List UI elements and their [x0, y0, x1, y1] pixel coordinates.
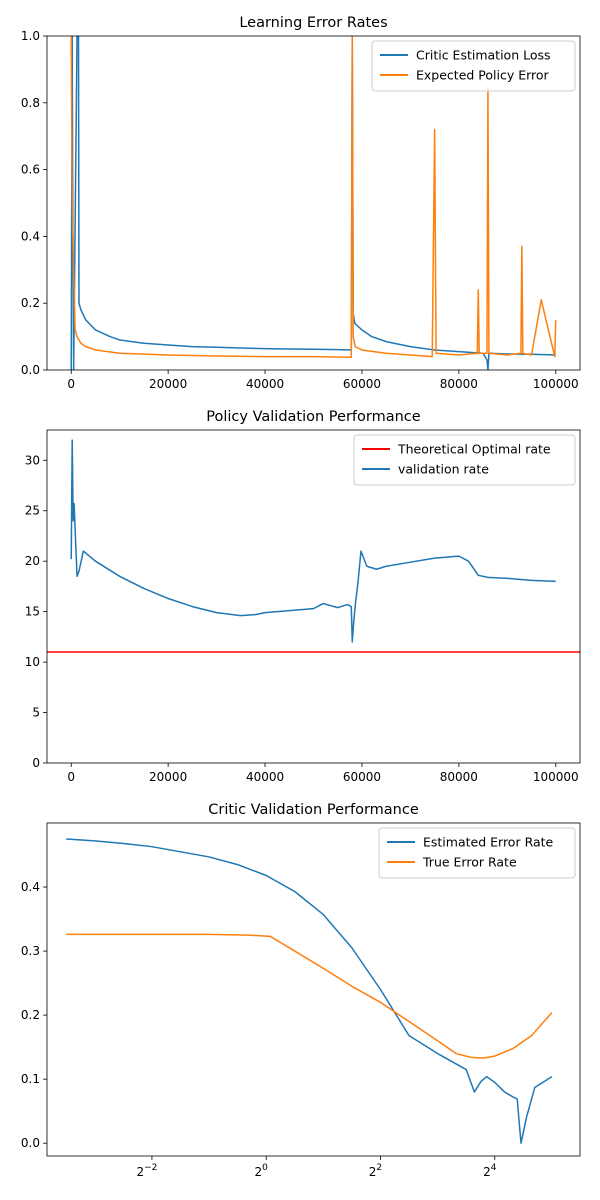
series-line-estimated-error-rate: [66, 838, 553, 1144]
axes-frame: [46, 822, 581, 1157]
plot-area: [70, 36, 557, 370]
y-tick-label: 0.0: [21, 363, 40, 377]
x-tick: 60000: [343, 370, 381, 391]
x-tick-label: 24: [483, 1163, 497, 1179]
chart-1: Learning Error Rates 0 20000 40000 60000 8000…: [21, 15, 581, 391]
y-tick-label: 0.0: [21, 1136, 40, 1150]
x-tick-label: 2−2: [136, 1163, 157, 1179]
x-tick: 60000: [343, 763, 381, 784]
y-tick-label: 0.4: [21, 880, 40, 894]
x-tick-label: 22: [369, 1163, 382, 1179]
plot-area: [66, 838, 553, 1144]
legend: Estimated Error Rate True Error Rate: [378, 827, 576, 879]
x-tick: 100000: [533, 370, 579, 391]
y-tick-label: 0.4: [21, 229, 40, 243]
legend: Theoretical Optimal rate validation rate: [353, 434, 576, 486]
y-tick: 0.8: [21, 96, 47, 110]
x-tick: 40000: [246, 370, 284, 391]
x-tick-label: 0: [67, 377, 75, 391]
x-tick: 100000: [533, 763, 579, 784]
y-tick: 1.0: [21, 29, 47, 43]
y-tick: 15: [25, 605, 47, 619]
y-tick: 20: [25, 554, 47, 568]
y-tick-label: 20: [25, 554, 40, 568]
x-tick: 0: [67, 370, 75, 391]
y-tick-label: 0.2: [21, 296, 40, 310]
x-tick-label: 0: [67, 770, 75, 784]
x-tick: 20000: [149, 370, 187, 391]
x-tick: 20: [255, 1156, 269, 1179]
legend-entry: Critic Estimation Loss: [416, 48, 551, 63]
x-tick: 24: [483, 1156, 497, 1179]
y-tick-label: 1.0: [21, 29, 40, 43]
x-tick-label: 60000: [343, 770, 381, 784]
y-tick: 5: [32, 706, 47, 720]
y-tick-label: 25: [25, 504, 40, 518]
y-tick: 10: [25, 655, 47, 669]
y-tick: 0.2: [21, 1008, 47, 1022]
legend-entry: Estimated Error Rate: [423, 835, 554, 850]
series-line-expected-policy-error: [70, 36, 557, 359]
y-tick-label: 0.1: [21, 1072, 40, 1086]
x-tick-label: 20000: [149, 377, 187, 391]
x-tick-label: 40000: [246, 377, 284, 391]
y-tick: 0.3: [21, 944, 47, 958]
y-tick: 0.0: [21, 1136, 47, 1150]
y-tick: 0.0: [21, 363, 47, 377]
x-tick: 80000: [440, 763, 478, 784]
x-tick-label: 20: [255, 1163, 269, 1179]
chart-title: Learning Error Rates: [239, 15, 387, 31]
axes-frame: [46, 35, 581, 371]
y-tick: 0.2: [21, 296, 47, 310]
chart-title: Critic Validation Performance: [208, 802, 419, 818]
x-tick-label: 100000: [533, 377, 579, 391]
series-line-true-error-rate: [66, 933, 553, 1059]
y-tick: 0.1: [21, 1072, 47, 1086]
y-tick: 0.4: [21, 229, 47, 243]
x-tick-label: 100000: [533, 770, 579, 784]
legend-entry: Theoretical Optimal rate: [397, 442, 551, 457]
y-tick-label: 10: [25, 655, 40, 669]
x-tick: 2−2: [136, 1156, 157, 1179]
x-tick-label: 40000: [246, 770, 284, 784]
x-tick: 22: [369, 1156, 382, 1179]
series-line-validation-rate: [70, 439, 556, 643]
x-tick-label: 20000: [149, 770, 187, 784]
x-tick: 40000: [246, 763, 284, 784]
x-tick: 80000: [440, 370, 478, 391]
x-tick: 0: [67, 763, 75, 784]
y-tick-label: 15: [25, 605, 40, 619]
y-tick: 0.6: [21, 163, 47, 177]
plot-area: [47, 439, 580, 653]
y-tick-label: 30: [25, 453, 40, 467]
axes-frame: [46, 429, 581, 764]
y-tick: 0.4: [21, 880, 47, 894]
y-tick: 0: [32, 756, 47, 770]
y-tick: 30: [25, 453, 47, 467]
y-tick-label: 0.6: [21, 163, 40, 177]
y-tick-label: 0.3: [21, 944, 40, 958]
x-tick-label: 80000: [440, 377, 478, 391]
x-tick: 20000: [149, 763, 187, 784]
chart-2: Policy Validation Performance 0 20000 40000…: [25, 409, 581, 784]
legend-entry: Expected Policy Error: [416, 68, 550, 83]
x-tick-label: 80000: [440, 770, 478, 784]
y-tick: 25: [25, 504, 47, 518]
y-tick-label: 0: [32, 756, 40, 770]
legend-entry: validation rate: [398, 462, 489, 477]
legend-entry: True Error Rate: [422, 855, 517, 870]
chart-title: Policy Validation Performance: [206, 409, 420, 425]
legend: Critic Estimation Loss Expected Policy Er…: [371, 40, 576, 92]
x-tick-label: 60000: [343, 377, 381, 391]
y-tick-label: 0.2: [21, 1008, 40, 1022]
y-tick-label: 5: [32, 706, 40, 720]
y-tick-label: 0.8: [21, 96, 40, 110]
chart-3: Critic Validation Performance 2−2 20 22 24 0.…: [21, 802, 581, 1179]
